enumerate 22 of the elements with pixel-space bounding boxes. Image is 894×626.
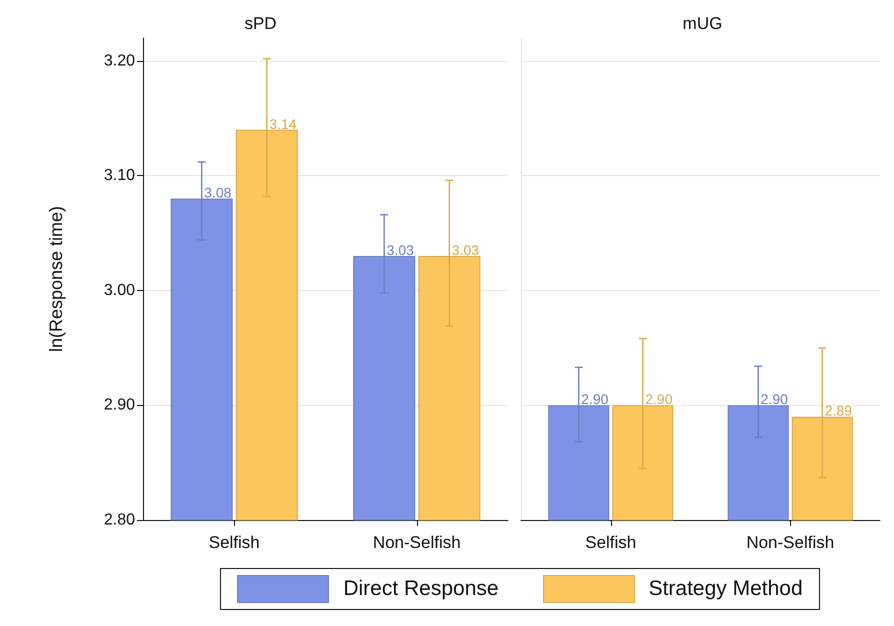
y-tick-label: 3.00 (104, 282, 136, 299)
chart-title: sPD (244, 14, 277, 33)
data-label: 2.89 (824, 402, 852, 419)
x-tick-label: Selfish (208, 533, 260, 552)
x-tick-label: Non-Selfish (746, 533, 834, 552)
y-tick-label: 3.20 (104, 52, 136, 70)
data-label: 3.03 (452, 242, 480, 258)
y-tick-label: 3.10 (104, 167, 136, 184)
y-tick-label: 2.80 (104, 512, 136, 528)
x-tick-label: Non-Selfish (372, 533, 461, 552)
data-label: 3.14 (269, 116, 297, 132)
data-label: 2.90 (581, 391, 609, 408)
data-label: 2.90 (760, 391, 788, 408)
data-label: 3.08 (204, 184, 232, 201)
chart-title: mUG (682, 14, 722, 33)
legend-label: Direct Response (343, 577, 499, 601)
x-tick-label: Selfish (585, 533, 636, 552)
y-axis-title: ln(Response time) (46, 206, 66, 352)
data-label: 3.03 (386, 242, 414, 258)
data-label: 2.90 (645, 391, 673, 408)
legend-label: Strategy Method (648, 577, 803, 601)
y-tick-label: 2.90 (104, 396, 136, 414)
